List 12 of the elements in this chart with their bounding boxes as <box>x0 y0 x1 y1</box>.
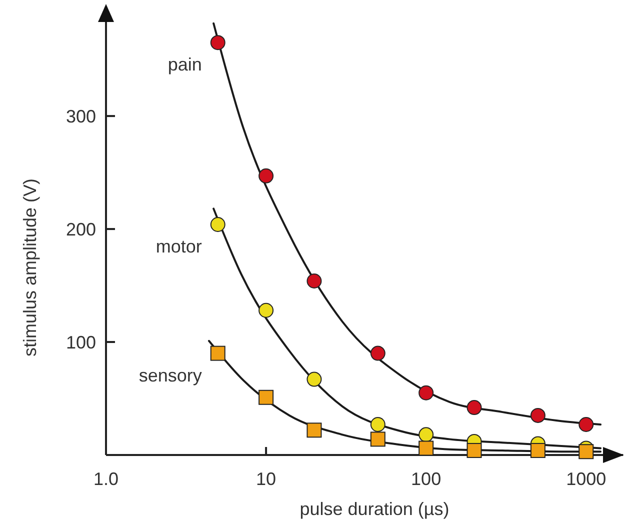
series-label: motor <box>156 236 202 257</box>
series-label: pain <box>168 54 202 75</box>
x-tick-label: 1000 <box>566 469 606 489</box>
y-tick-label: 100 <box>66 332 96 352</box>
x-axis-title: pulse duration (µs) <box>300 499 450 519</box>
y-axis-title: stimulus amplitude (V) <box>20 178 40 357</box>
y-tick-label: 200 <box>66 219 96 240</box>
y-tick-label: 300 <box>66 106 96 126</box>
x-tick-label: 100 <box>411 469 442 489</box>
x-tick-label: 10 <box>256 469 276 489</box>
series-label: sensory <box>138 365 202 386</box>
x-tick-label: 1.0 <box>93 469 119 489</box>
